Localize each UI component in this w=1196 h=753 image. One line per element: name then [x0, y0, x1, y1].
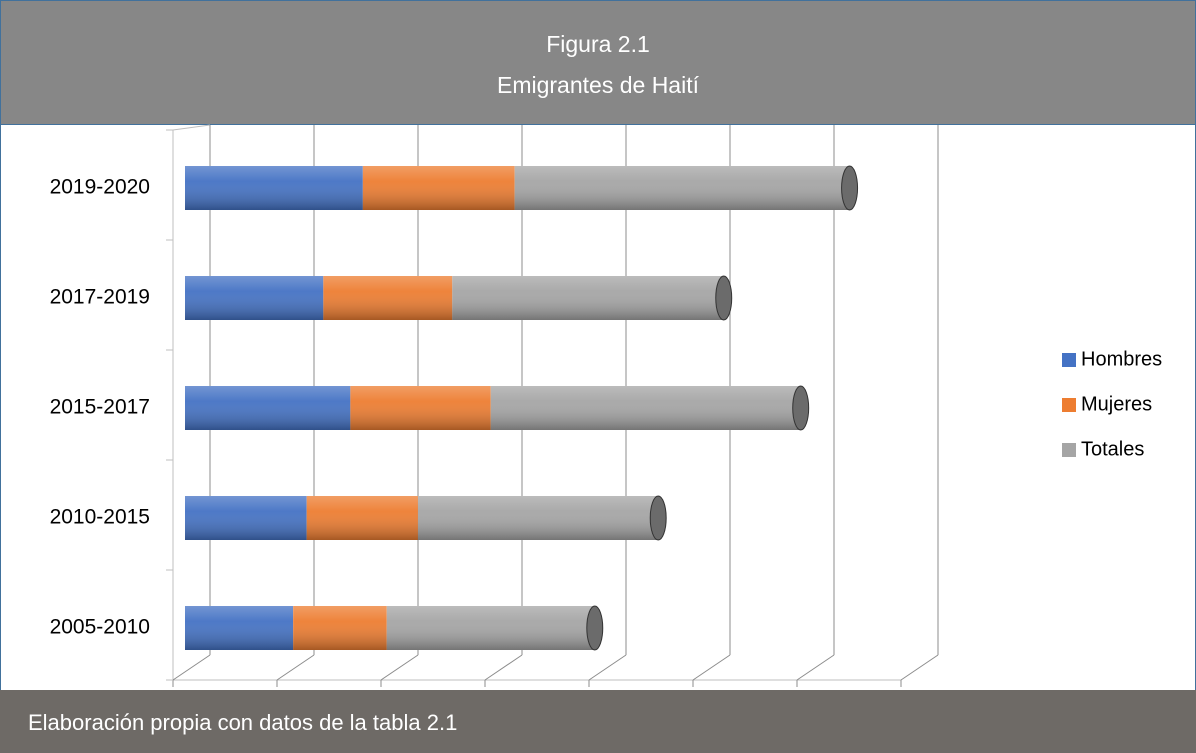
grid-line: [484, 654, 523, 681]
legend-swatch: [1062, 353, 1076, 367]
legend-swatch: [1062, 398, 1076, 412]
bar-shading: [185, 276, 724, 320]
bar-cap: [841, 165, 859, 211]
bar-shading: [185, 166, 850, 210]
bar-cap-shade: [841, 166, 858, 210]
bar-shading: [185, 606, 595, 650]
bar-cap: [715, 275, 733, 321]
axis-wall: [172, 124, 211, 131]
chart-title: Figura 2.1: [546, 31, 650, 57]
y-tick-label: 2010-2015: [50, 506, 150, 529]
bar-cap-shade: [792, 386, 809, 430]
grid-line: [588, 654, 627, 681]
legend-label: Totales: [1081, 438, 1144, 460]
legend-label: Hombres: [1081, 348, 1162, 370]
legend-label: Mujeres: [1081, 393, 1152, 415]
grid-line: [900, 654, 939, 681]
grid-line: [796, 654, 835, 681]
header: [0, 0, 1196, 125]
bar-shading: [185, 386, 801, 430]
grid-line: [276, 654, 315, 681]
y-tick-label: 2019-2020: [50, 176, 150, 199]
footer: [0, 690, 1196, 753]
chart-subtitle: Emigrantes de Haití: [497, 72, 700, 98]
bar-cap-shade: [650, 496, 667, 540]
bar-cap: [792, 385, 810, 431]
grid-line: [692, 654, 731, 681]
y-tick-label: 2015-2017: [50, 396, 150, 419]
grid-line: [380, 654, 419, 681]
source-note: Elaboración propia con datos de la tabla…: [28, 710, 457, 735]
bar-cap: [586, 605, 604, 651]
grid-line: [172, 654, 211, 681]
bar-cap: [649, 495, 667, 541]
legend-swatch: [1062, 443, 1076, 457]
bar-shading: [185, 496, 659, 540]
y-tick-label: 2005-2010: [50, 616, 150, 639]
bar-cap-shade: [586, 606, 603, 650]
bar-cap-shade: [715, 276, 732, 320]
y-tick-label: 2017-2019: [50, 286, 150, 309]
